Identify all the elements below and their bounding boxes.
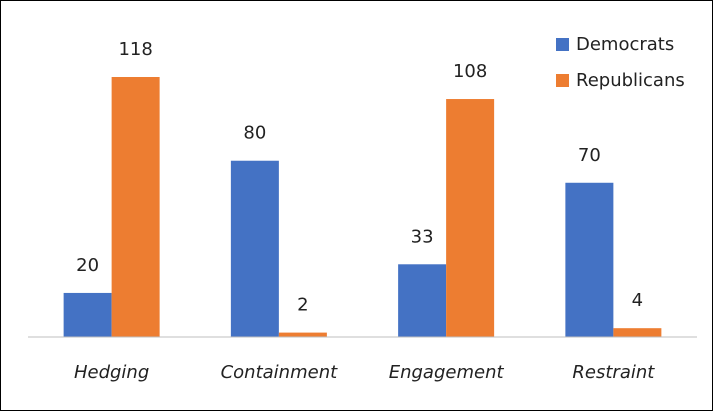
bar [278,332,327,337]
bar [63,292,112,337]
data-label: 70 [578,145,601,166]
legend-label: Republicans [576,70,685,91]
legend-swatch [556,38,569,51]
data-label: 2 [297,295,308,316]
data-label: 33 [411,226,434,247]
legend-swatch [556,74,569,87]
bar [613,328,662,337]
data-label: 80 [243,123,266,144]
data-label: 108 [453,61,487,82]
data-label: 118 [118,39,152,60]
x-tick-label: Hedging [74,362,149,383]
bar [565,182,614,337]
data-label: 4 [632,290,643,311]
bar [111,77,160,337]
x-tick-label: Restraint [572,362,655,383]
bar [230,160,279,337]
data-label: 20 [76,255,99,276]
x-tick-label: Engagement [389,362,505,383]
bar [446,99,495,337]
bar [398,264,447,337]
x-tick-label: Containment [221,362,339,383]
legend-label: Democrats [576,34,674,55]
